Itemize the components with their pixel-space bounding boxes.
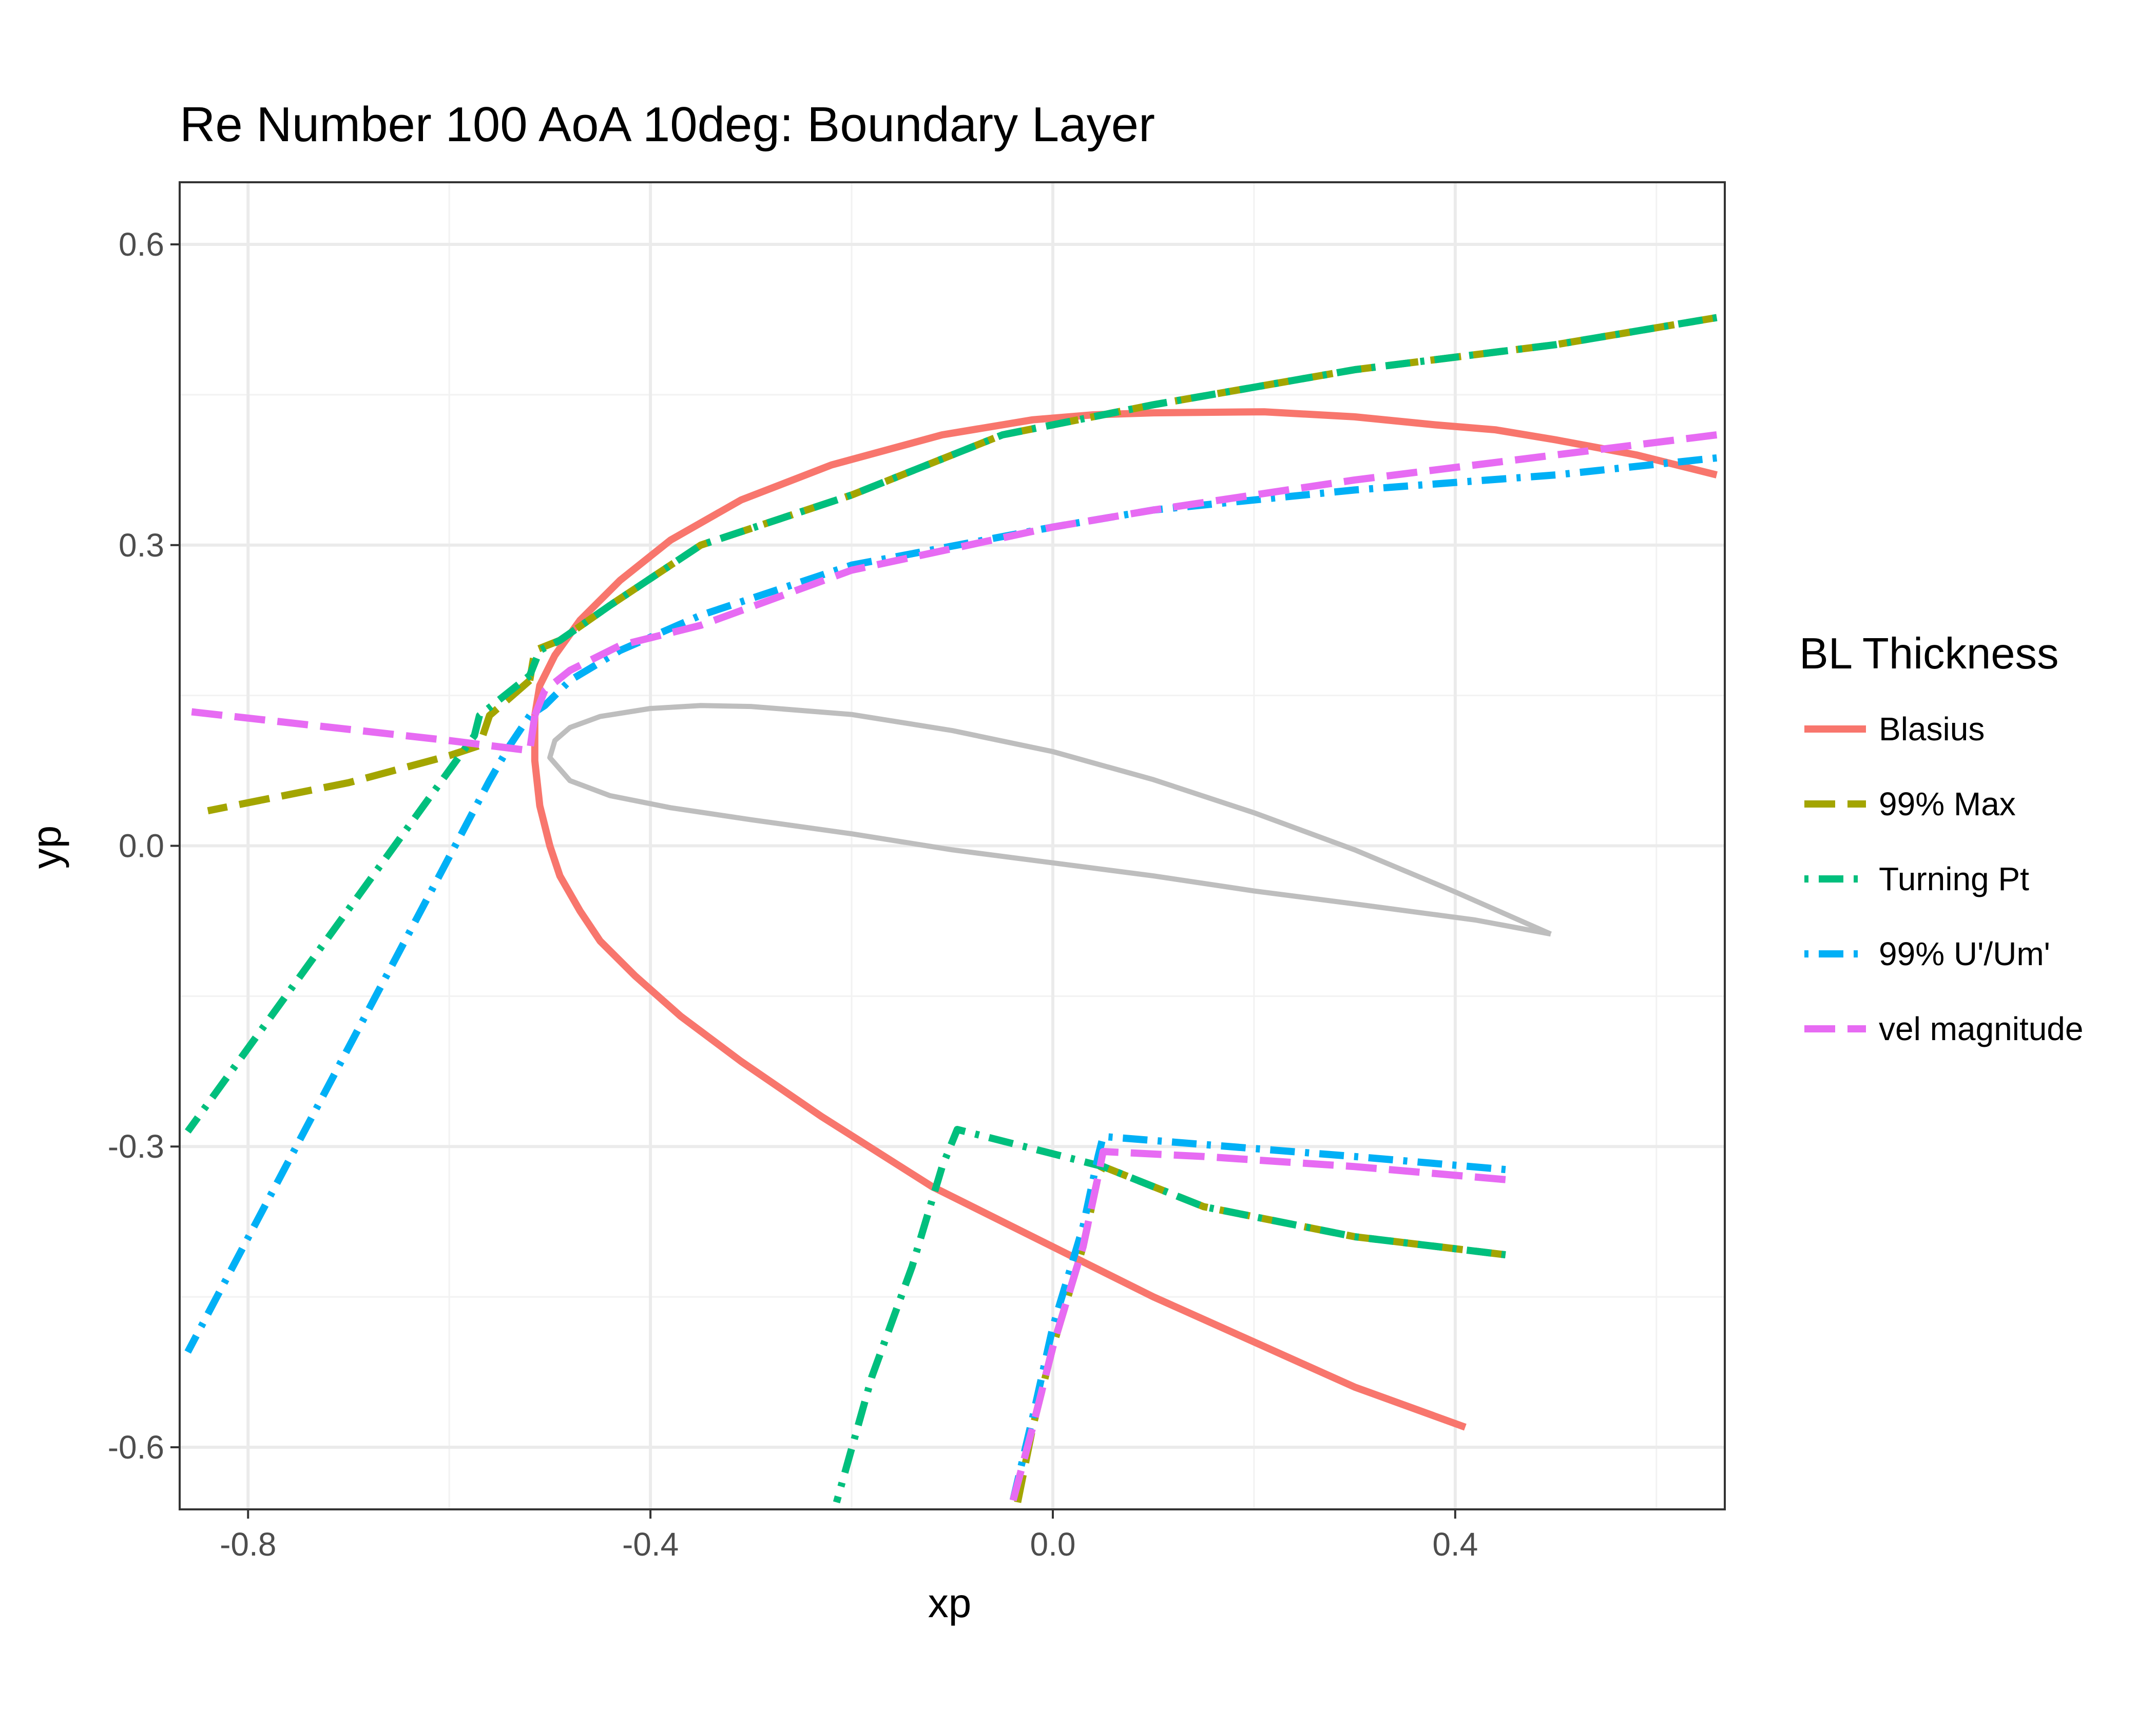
series-line-99-u-um — [184, 713, 533, 1354]
y-tick-label: -0.6 — [108, 1429, 164, 1466]
series-line-99-u-um — [528, 454, 1718, 719]
x-axis-title: xp — [928, 1580, 972, 1626]
x-tick-label: 0.0 — [1030, 1526, 1075, 1563]
legend-label-99-max: 99% Max — [1879, 785, 2016, 822]
legend: BL Thickness Blasius 99% Max Turning Pt 99%… — [1799, 629, 2083, 1047]
chart-title: Re Number 100 AoA 10deg: Boundary Layer — [180, 97, 1155, 152]
series-line-turning-pt — [185, 673, 532, 1134]
y-tick-label: 0.6 — [119, 226, 164, 263]
series-line-vel-magnitude — [1009, 1148, 1506, 1504]
series-line-blasius — [531, 408, 1718, 1431]
legend-label-turning-pt: Turning Pt — [1879, 860, 2029, 897]
x-tick-label: 0.4 — [1432, 1526, 1478, 1563]
x-tick-label: -0.4 — [622, 1526, 679, 1563]
legend-label-99-u-um: 99% U'/Um' — [1879, 935, 2050, 972]
legend-title: BL Thickness — [1799, 629, 2059, 678]
series-line-99-max — [207, 678, 532, 815]
y-tick-label: 0.0 — [119, 828, 164, 865]
airfoil-outline — [547, 703, 1552, 937]
airfoil-layer — [547, 703, 1552, 937]
y-tick-label: -0.3 — [108, 1128, 164, 1165]
plot-panel — [179, 181, 1726, 1510]
x-tick-label: -0.8 — [220, 1526, 276, 1563]
series-line-vel-magnitude — [531, 431, 1718, 717]
legend-label-vel-magnitude: vel magnitude — [1879, 1010, 2083, 1047]
y-tick-label: 0.3 — [119, 527, 164, 564]
legend-label-blasius: Blasius — [1879, 711, 1985, 747]
x-axis: -0.8 -0.4 0.0 0.4 — [220, 1509, 1478, 1563]
series-line-turning-pt — [526, 314, 1718, 677]
legend-items: Blasius 99% Max Turning Pt 99% U'/Um' vel ma… — [1804, 711, 2083, 1047]
y-axis: 0.6 0.3 0.0 -0.3 -0.6 — [108, 226, 180, 1466]
series-line-99-max — [526, 314, 1718, 681]
series-layer — [180, 314, 1718, 1504]
series-line-vel-magnitude — [180, 706, 538, 754]
series-line-turning-pt — [833, 1126, 1506, 1504]
y-axis-title: yp — [24, 826, 69, 869]
